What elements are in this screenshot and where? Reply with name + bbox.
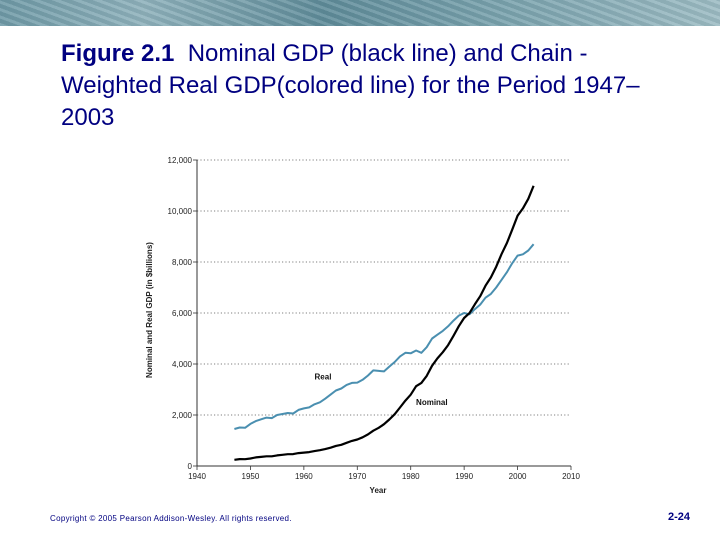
figure-caption: Nominal GDP (black line) and Chain -Weig… [61,40,640,131]
copyright-notice: Copyright © 2005 Pearson Addison-Wesley.… [50,514,292,523]
x-tick-label: 1990 [455,472,473,481]
x-tick-label: 1970 [348,472,366,481]
y-tick-label: 6,000 [172,309,193,318]
x-tick-label: 2010 [562,472,580,481]
y-tick-label: 0 [188,462,193,471]
chart-grid [197,159,571,416]
header-banner [0,0,720,26]
slide-title: Figure 2.1 Nominal GDP (black line) and … [61,38,681,134]
annotation-nominal: Nominal [416,398,448,407]
y-tick-label: 2,000 [172,411,193,420]
x-tick-label: 1940 [188,472,206,481]
annotation-real: Real [315,372,332,381]
series-line-real [234,243,535,430]
x-tick-label: 1980 [402,472,420,481]
series-line-nominal [234,185,535,461]
chart-labels: Year Nominal and Real GDP (in $billions) R… [145,242,448,495]
chart-ticks: 0 2,000 4,000 6,000 8,000 10,000 12,000 1940 195… [168,156,581,481]
y-axis-label: Nominal and Real GDP (in $billions) [145,242,154,378]
x-axis-label: Year [370,486,387,495]
y-tick-label: 4,000 [172,360,193,369]
x-tick-label: 1960 [295,472,313,481]
figure-number: Figure 2.1 [61,40,175,67]
x-tick-label: 1950 [242,472,260,481]
y-tick-label: 8,000 [172,258,193,267]
y-tick-label: 12,000 [168,156,193,165]
page-number: 2-24 [668,511,691,523]
y-tick-label: 10,000 [168,207,193,216]
chart-series [234,185,535,461]
x-tick-label: 2000 [509,472,527,481]
